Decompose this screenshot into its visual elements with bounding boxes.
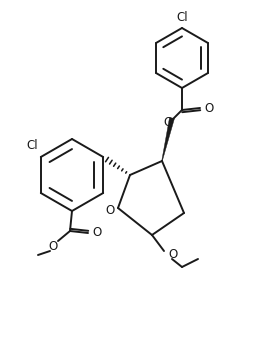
Text: O: O	[105, 204, 115, 217]
Text: O: O	[48, 240, 58, 253]
Text: O: O	[168, 249, 177, 262]
Polygon shape	[162, 118, 174, 161]
Text: Cl: Cl	[26, 139, 38, 152]
Text: O: O	[204, 102, 213, 114]
Text: O: O	[163, 116, 173, 130]
Text: O: O	[92, 227, 101, 239]
Text: Cl: Cl	[176, 11, 188, 24]
